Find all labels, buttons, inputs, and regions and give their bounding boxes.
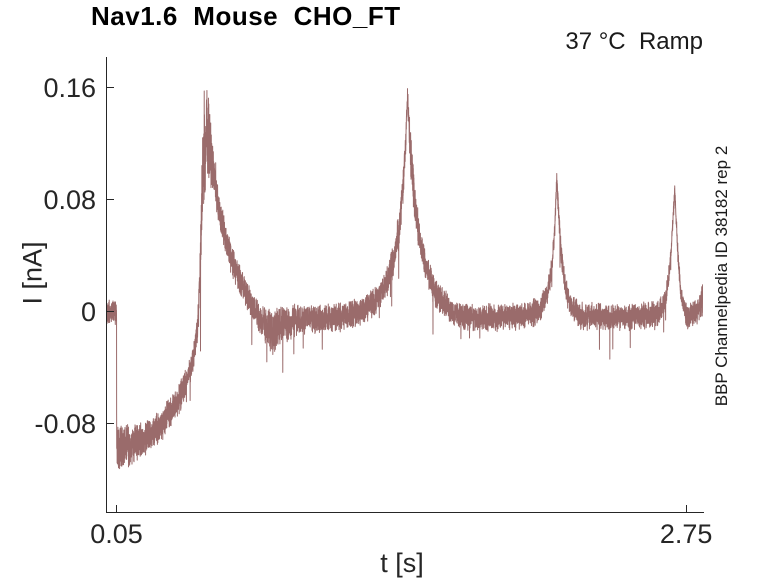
x-tick-label: 0.05 xyxy=(90,519,143,549)
watermark-vertical-text: BBP Channelpedia ID 38182 rep 2 xyxy=(712,145,731,407)
x-axis-spine xyxy=(106,512,704,513)
x-tickmark xyxy=(116,505,118,512)
y-tickmark xyxy=(107,423,114,425)
y-tickmark xyxy=(107,311,114,313)
x-axis-label: t [s] xyxy=(380,548,424,578)
y-tickmark xyxy=(107,199,114,201)
x-tick-label: 2.75 xyxy=(659,519,713,549)
y-axis-spine xyxy=(106,57,107,512)
y-tick-label: 0.08 xyxy=(43,184,96,215)
chart-title: Nav1.6 Mouse CHO_FT xyxy=(91,1,401,31)
temperature-ramp-annotation: 37 °C Ramp xyxy=(565,28,703,55)
y-tick-label: 0.16 xyxy=(43,72,96,103)
y-tick-label: -0.08 xyxy=(34,408,96,439)
y-tickmark xyxy=(107,87,114,89)
x-tickmark xyxy=(685,505,687,512)
y-tick-label: 0 xyxy=(80,296,96,327)
current-trace-canvas xyxy=(106,57,703,512)
